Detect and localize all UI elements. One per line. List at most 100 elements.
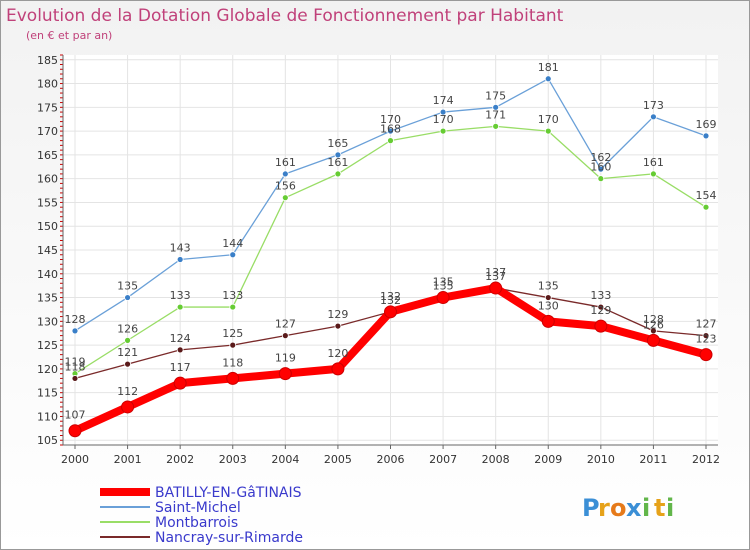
y-tick-label: 180 [37,78,58,91]
legend-label: BATILLY-EN-GâTINAIS [155,485,302,501]
data-point [436,291,450,305]
data-label-layer: 128 135 143 144 161 165 170 174 175 181 162 173 169 1… [65,61,717,422]
data-label: 120 [327,347,348,360]
data-label: 127 [696,318,717,331]
y-tick-label: 185 [37,54,58,67]
data-point [650,113,657,121]
data-point [278,367,292,381]
data-label: 132 [380,290,401,303]
y-tick-label: 125 [37,339,58,352]
data-label: 165 [327,137,348,150]
x-tick-label: 2012 [692,453,720,466]
chart-subtitle: (en € et par an) [26,29,112,42]
data-point [702,332,710,340]
data-label: 112 [117,385,138,398]
y-tick-label: 130 [37,315,58,328]
data-label: 173 [643,99,664,112]
data-label: 174 [433,94,454,107]
data-label: 161 [327,156,348,169]
data-label: 162 [590,151,611,164]
data-label: 181 [538,61,559,74]
y-tick-label: 120 [37,363,58,376]
data-point [281,332,289,340]
logo-letter: x [626,494,642,522]
data-point [331,362,345,376]
data-label: 170 [433,113,454,126]
y-tick-label: 155 [37,196,58,209]
data-label: 135 [117,280,138,293]
chart-title: Evolution de la Dotation Globale de Fonc… [6,6,564,26]
data-label: 135 [433,280,454,293]
data-label: 161 [643,156,664,169]
logo-letter: P [582,494,600,522]
x-tick-label: 2007 [429,453,457,466]
data-label: 119 [65,356,86,369]
data-point [176,256,184,263]
data-point [492,103,500,111]
data-label: 123 [696,333,717,346]
legend-label: Montbarrois [155,515,238,531]
x-tick-label: 2010 [587,453,615,466]
data-point [124,336,131,344]
proxiti-logo: Pr o x i t i [582,494,674,522]
data-point [176,303,184,311]
data-label: 170 [380,113,401,126]
data-label: 144 [222,237,243,250]
data-point [650,327,657,335]
data-point [439,108,447,116]
data-label: 130 [538,299,559,312]
logo-letter: t [654,494,665,522]
data-point [650,170,657,178]
legend-label: Saint-Michel [155,500,241,516]
data-label: 107 [65,409,86,422]
data-point [492,122,500,130]
data-point [334,170,342,178]
data-point [281,194,289,202]
data-label: 137 [485,270,506,283]
x-tick-label: 2006 [377,453,405,466]
data-point [594,319,608,333]
data-label: 161 [275,156,296,169]
data-point [71,327,79,335]
data-point [176,346,184,354]
data-label: 135 [538,280,559,293]
data-label: 175 [485,89,506,102]
y-tick-label: 165 [37,149,58,162]
logo-letter: i [642,494,650,522]
data-label: 154 [696,189,717,202]
data-point [702,203,710,211]
data-point [226,371,240,385]
data-point [173,376,187,390]
x-tick-label: 2008 [482,453,510,466]
data-label: 160 [590,161,611,174]
data-label: 121 [117,346,138,359]
x-tick-label: 2004 [271,453,299,466]
data-point [439,127,447,135]
data-point [121,400,135,414]
data-point [71,375,79,382]
data-point [646,333,660,347]
x-tick-label: 2000 [61,453,89,466]
data-label: 129 [590,304,611,317]
data-label: 143 [170,242,191,255]
x-tick-label: 2005 [324,453,352,466]
data-point [229,341,237,349]
data-point [334,322,342,330]
data-point [68,424,82,438]
data-label: 117 [170,361,191,374]
data-point [597,175,605,183]
y-tick-label: 150 [37,220,58,233]
data-point [597,165,605,173]
data-label: 168 [380,123,401,136]
data-label: 118 [65,360,86,373]
data-label: 119 [275,352,296,365]
grid-layer [63,55,718,445]
data-point [597,303,605,311]
data-label: 135 [433,276,454,289]
data-label: 125 [222,327,243,340]
y-tick-label: 175 [37,101,58,114]
data-label: 129 [327,308,348,321]
data-label: 170 [538,113,559,126]
